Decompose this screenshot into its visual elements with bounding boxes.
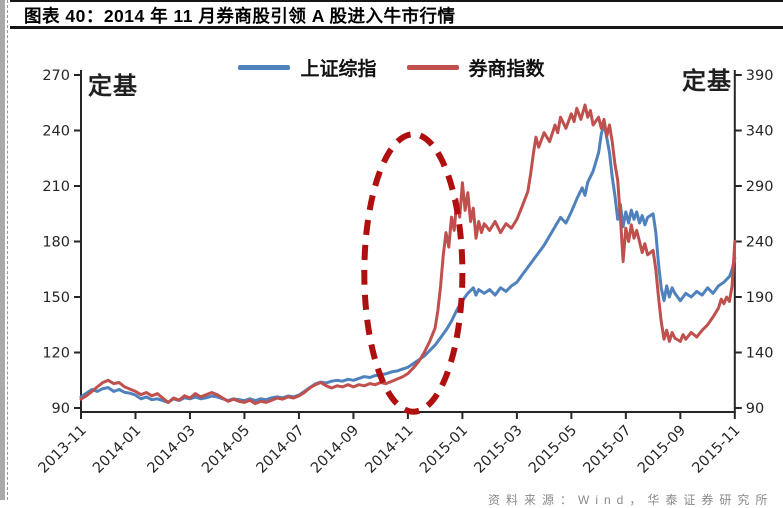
svg-text:2014-01: 2014-01	[90, 423, 144, 477]
svg-text:2014-07: 2014-07	[254, 423, 308, 477]
right-axis-unit-label: 定基	[682, 68, 732, 95]
svg-text:90: 90	[746, 401, 764, 417]
svg-text:2013-11: 2013-11	[36, 423, 90, 477]
svg-text:290: 290	[746, 179, 774, 195]
svg-text:2014-05: 2014-05	[199, 423, 253, 477]
svg-text:2015-01: 2015-01	[417, 423, 471, 477]
svg-text:90: 90	[52, 401, 70, 417]
svg-text:2015-03: 2015-03	[472, 423, 526, 477]
legend-item-shanghai-composite: 上证综指	[238, 54, 377, 81]
page-left-margin-strip	[0, 0, 5, 500]
chart-legend: 上证综指 券商指数	[0, 54, 783, 81]
left-axis-unit-label: 定基	[88, 73, 138, 100]
page-left-dashed-rule	[7, 0, 8, 500]
svg-text:140: 140	[746, 346, 774, 362]
svg-text:340: 340	[746, 124, 774, 140]
legend-label-broker-index: 券商指数	[468, 59, 545, 80]
svg-text:2015-05: 2015-05	[526, 423, 580, 477]
svg-text:270: 270	[42, 68, 70, 84]
svg-text:2015-07: 2015-07	[581, 423, 635, 477]
legend-item-broker-index: 券商指数	[406, 54, 545, 81]
svg-text:150: 150	[42, 290, 70, 306]
svg-text:2015-09: 2015-09	[635, 423, 689, 477]
svg-text:390: 390	[746, 68, 774, 84]
svg-text:240: 240	[42, 124, 70, 140]
svg-text:120: 120	[42, 346, 70, 362]
legend-label-shanghai-composite: 上证综指	[300, 59, 377, 80]
blue-line-swatch-icon	[238, 65, 291, 70]
red-line-swatch-icon	[406, 65, 459, 70]
svg-text:180: 180	[42, 235, 70, 251]
svg-text:2014-03: 2014-03	[145, 423, 199, 477]
caption-underline-rule	[10, 26, 783, 29]
svg-text:210: 210	[42, 179, 70, 195]
svg-text:2014-09: 2014-09	[308, 423, 362, 477]
svg-text:2014-11: 2014-11	[363, 423, 417, 477]
figure-top-border	[10, 0, 783, 2]
svg-text:240: 240	[746, 235, 774, 251]
figure-caption: 图表 40：2014 年 11 月券商股引领 A 股进入牛市行情	[24, 6, 456, 26]
svg-text:2015-11: 2015-11	[689, 423, 743, 477]
svg-text:190: 190	[746, 290, 774, 306]
